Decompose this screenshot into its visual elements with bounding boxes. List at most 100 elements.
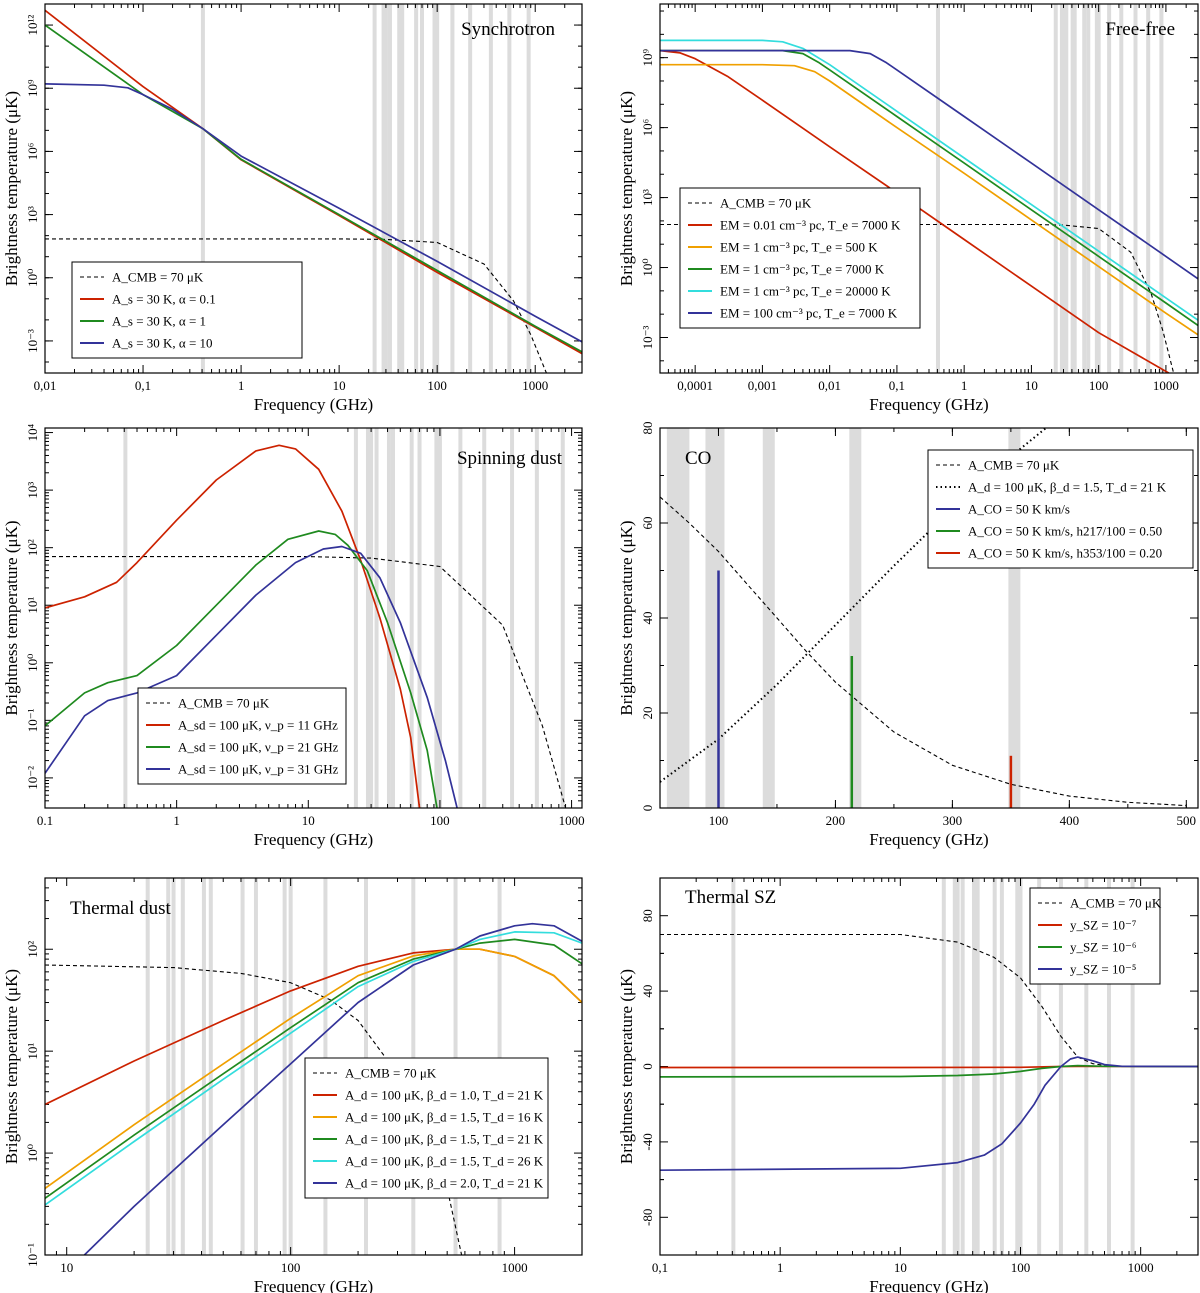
band-marker (762, 428, 775, 808)
y-tick-label: 10⁰ (25, 269, 40, 287)
legend: A_CMB = 70 μK y_SZ = 10⁻⁷ y_SZ = 10⁻⁶ y_SZ … (1029, 887, 1162, 985)
legend: A_CMB = 70 μK A_d = 100 μK, β_d = 1.0, T_… (304, 1057, 549, 1199)
series-group (660, 428, 1187, 808)
x-tick-label: 100 (1011, 1260, 1031, 1275)
free-free-panel: 0,0001 0,001 0,01 0,1 1 10 100 1000 10⁻³ 10⁰ 10³ 10… (617, 3, 1199, 414)
legend-entry: EM = 100 cm⁻³ pc, T_e = 7000 K (720, 306, 898, 321)
y-tick-label: 10¹ (25, 1043, 40, 1060)
y-tick-label: 60 (640, 517, 655, 530)
x-tick-label: 10 (60, 1260, 73, 1275)
series-y-sz-10 (660, 1064, 1198, 1078)
band-marker (666, 428, 679, 808)
legend-entry: A_CO = 50 K km/s, h217/100 = 0.50 (968, 524, 1162, 539)
legend-entry: A_CMB = 70 μK (720, 196, 812, 211)
y-tick-label: 80 (640, 422, 655, 435)
panel-title: Synchrotron (461, 19, 555, 40)
panel-title: CO (685, 448, 711, 469)
series-a-d-100-k-d-2-0-t-d-21-k (83, 922, 582, 1255)
x-axis-label: Frequency (GHz) (254, 830, 373, 849)
y-tick-label: 10³ (640, 189, 655, 206)
legend-entry: A_sd = 100 μK, ν_p = 31 GHz (178, 762, 339, 777)
frequency-bands (935, 4, 1164, 373)
y-tick-label: 10² (25, 539, 40, 556)
series-a-cmb-70-k (660, 223, 1175, 373)
series-group (660, 933, 1198, 1172)
legend-entry: A_d = 100 μK, β_d = 1.0, T_d = 21 K (345, 1088, 544, 1103)
legend-box (71, 261, 303, 359)
x-tick-label: 1 (238, 378, 245, 393)
legend-entry: y_SZ = 10⁻⁵ (1070, 962, 1136, 977)
series-a-d-100-k-d-1-5-t-d-26-k (45, 931, 582, 1206)
legend-box (679, 187, 921, 329)
band-marker (677, 428, 690, 808)
legend-box (304, 1057, 549, 1199)
legend-entry: EM = 0.01 cm⁻³ pc, T_e = 7000 K (720, 218, 901, 233)
y-tick-label: 10⁻³ (640, 326, 655, 350)
y-axis-label: Brightness temperature (μK) (2, 969, 21, 1164)
series-a-cmb-70-k (45, 556, 567, 808)
legend-entry: EM = 1 cm⁻³ pc, T_e = 500 K (720, 240, 878, 255)
x-tick-label: 1000 (1128, 1260, 1154, 1275)
y-tick-label: 10⁹ (640, 48, 655, 66)
x-tick-label: 0,001 (748, 378, 777, 393)
y-tick-label: 10⁴ (25, 423, 40, 441)
y-axis-label: Brightness temperature (μK) (617, 520, 636, 715)
series-group (45, 9, 582, 373)
y-tick-label: 10⁻¹ (25, 1243, 40, 1267)
y-tick-label: 10¹ (25, 597, 40, 614)
panel-title: Spinning dust (457, 448, 563, 469)
legend-entry: A_d = 100 μK, β_d = 1.5, T_d = 26 K (345, 1154, 544, 1169)
x-tick-label: 100 (709, 813, 729, 828)
legend-entry: A_s = 30 K, α = 0.1 (112, 292, 216, 307)
legend-entry: EM = 1 cm⁻³ pc, T_e = 20000 K (720, 284, 891, 299)
frequency-bands (123, 428, 565, 808)
legend-entry: A_sd = 100 μK, ν_p = 11 GHz (178, 718, 338, 733)
co-panel: 100 200 300 400 500 0 20 40 60 80 CO Frequency (GHz… (617, 422, 1199, 849)
x-tick-label: 10 (1025, 378, 1038, 393)
synchrotron-panel: 0,01 0,1 1 10 100 1000 10⁻³ 10⁰ 10³ 10⁶ 10⁹ 10¹² Syn… (2, 3, 583, 414)
y-tick-label: 40 (640, 612, 655, 625)
y-tick-label: 80 (640, 909, 655, 922)
y-tick-label: -40 (640, 1133, 655, 1150)
series-a-sd-100-k-p-31-ghz (45, 545, 458, 808)
x-tick-label: 100 (427, 378, 447, 393)
series-group (660, 39, 1198, 373)
legend-entry: A_s = 30 K, α = 10 (112, 336, 213, 351)
x-axis-label: Frequency (GHz) (254, 1277, 373, 1293)
y-tick-label: 10³ (25, 482, 40, 499)
x-tick-label: 0,0001 (677, 378, 713, 393)
x-tick-label: 100 (430, 813, 450, 828)
series-em-1-cm-pc-t-e-7000-k (660, 49, 1198, 327)
plot-frame (659, 877, 1199, 1256)
y-tick-label: 10⁶ (640, 119, 655, 137)
y-tick-label: 10⁰ (25, 1144, 40, 1162)
legend-entry: A_d = 100 μK, β_d = 1.5, T_d = 16 K (345, 1110, 544, 1125)
series-em-1-cm-pc-t-e-500-k (660, 63, 1198, 336)
x-tick-label: 200 (826, 813, 846, 828)
panel-title: Free-free (1105, 19, 1175, 40)
x-tick-label: 10 (894, 1260, 907, 1275)
y-axis-label: Brightness temperature (μK) (2, 91, 21, 286)
y-tick-label: 0 (640, 805, 655, 812)
x-tick-label: 1 (961, 378, 968, 393)
panel-title: Thermal dust (70, 898, 172, 919)
axis-ticks (44, 428, 582, 809)
x-tick-label: 10 (333, 378, 346, 393)
series-a-sd-100-k-p-21-ghz (45, 530, 438, 808)
x-tick-label: 0,1 (889, 378, 905, 393)
x-axis-label: Frequency (GHz) (869, 395, 988, 414)
legend-entry: A_CMB = 70 μK (112, 270, 204, 285)
series-a-s-30-k-10 (45, 83, 582, 343)
x-tick-label: 400 (1060, 813, 1080, 828)
y-tick-label: 10⁶ (25, 143, 40, 161)
legend-box (927, 449, 1194, 569)
x-tick-label: 100 (281, 1260, 301, 1275)
legend-entry: A_d = 100 μK, β_d = 2.0, T_d = 21 K (345, 1176, 544, 1191)
y-axis-label: Brightness temperature (μK) (617, 969, 636, 1164)
series-em-100-cm-pc-t-e-7000-k (660, 49, 1198, 280)
series-group (45, 444, 567, 808)
legend-entry: A_d = 100 μK, β_d = 1.5, T_d = 21 K (968, 480, 1167, 495)
x-tick-label: 1 (173, 813, 180, 828)
legend: A_CMB = 70 μK EM = 0.01 cm⁻³ pc, T_e = 70… (679, 187, 921, 329)
y-tick-label: 10⁹ (25, 79, 40, 97)
